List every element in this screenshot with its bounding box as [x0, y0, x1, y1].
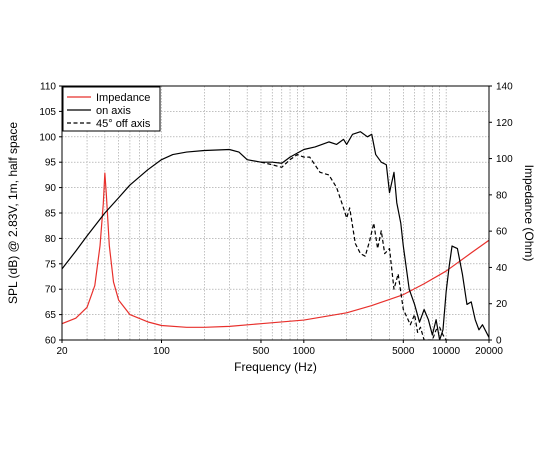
x-tick-label: 20000 — [475, 346, 503, 357]
y-left-tick-label: 65 — [45, 310, 57, 321]
y-right-tick-label: 100 — [496, 154, 513, 165]
x-tick-label: 100 — [153, 346, 170, 357]
y-left-axis-label: SPL (dB) @ 2.83V, 1m, half space — [6, 122, 20, 304]
y-left-axis-ticks: 60 65 70 75 80 85 90 95 100 105 110 — [39, 82, 62, 347]
series-line-1 — [62, 131, 489, 340]
y-left-tick-label: 60 — [45, 336, 57, 347]
x-tick-label: 1000 — [293, 346, 316, 357]
series-line-0 — [62, 172, 489, 328]
y-right-axis-label: Impedance (Ohm) — [522, 165, 536, 262]
x-axis-label: Frequency (Hz) — [234, 360, 317, 374]
y-right-tick-label: 20 — [496, 299, 508, 310]
y-left-tick-label: 110 — [40, 82, 56, 93]
y-left-tick-label: 75 — [45, 259, 57, 270]
y-left-tick-label: 80 — [45, 234, 57, 245]
y-right-tick-label: 0 — [496, 336, 502, 347]
y-left-tick-label: 70 — [45, 285, 57, 296]
curves — [62, 131, 489, 340]
legend-label: on axis — [96, 105, 131, 117]
x-tick-label: 500 — [253, 346, 270, 357]
y-left-tick-label: 85 — [45, 209, 57, 220]
legend-box — [62, 86, 161, 132]
y-left-tick-label: 95 — [45, 158, 57, 169]
x-axis-ticks: 20 100 500 1000 5000 10000 20000 — [56, 340, 503, 357]
legend-label: 45° off axis — [96, 118, 151, 130]
y-right-axis-ticks: 0 20 40 60 80 100 120 140 — [489, 82, 513, 347]
x-tick-label: 10000 — [432, 346, 460, 357]
y-right-tick-label: 140 — [496, 82, 513, 93]
y-left-tick-label: 90 — [45, 183, 57, 194]
x-tick-label: 20 — [56, 346, 68, 357]
y-left-tick-label: 100 — [39, 132, 56, 143]
y-right-tick-label: 60 — [496, 227, 508, 238]
y-right-tick-label: 120 — [496, 118, 513, 129]
x-tick-label: 5000 — [392, 346, 415, 357]
legend-label: Impedance — [96, 92, 150, 104]
y-right-tick-label: 80 — [496, 190, 508, 201]
y-left-tick-label: 105 — [39, 107, 56, 118]
y-right-tick-label: 40 — [496, 263, 508, 274]
series-line-2 — [260, 153, 450, 340]
